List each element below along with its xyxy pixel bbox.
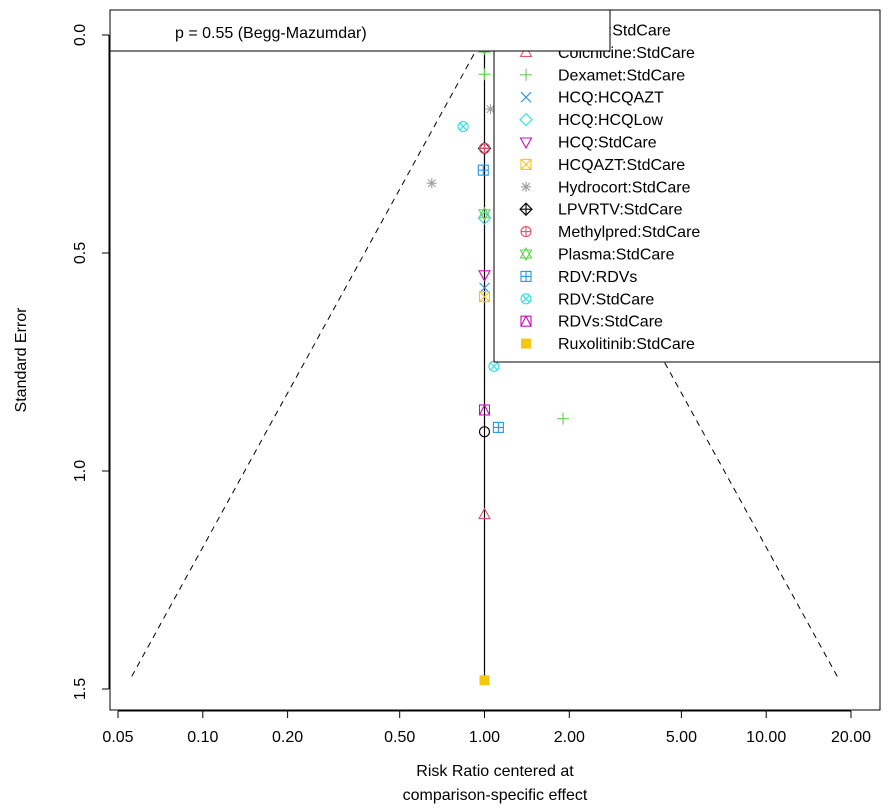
- symbol-polygon: [519, 112, 533, 127]
- symbol-square-filled: [521, 338, 531, 349]
- symbol-stroke: [486, 104, 495, 114]
- symbol-stroke: [520, 91, 532, 103]
- x-tick-label: 20.00: [831, 729, 871, 746]
- data-point-5-0: [478, 270, 491, 282]
- symbol-stroke: [522, 294, 530, 303]
- symbol-polygon: [519, 137, 533, 150]
- legend-symbol-8: [519, 202, 533, 216]
- legend-symbol-13: [520, 314, 532, 327]
- legend-label: Plasma:StdCare: [558, 247, 675, 264]
- legend-label: HCQ:StdCare: [558, 135, 657, 152]
- legend-label: Hydrocort:StdCare: [558, 179, 691, 196]
- legend-label: RDV:RDVs: [558, 269, 637, 286]
- x-tick-label: 1.00: [469, 729, 500, 746]
- symbol-circle: [520, 293, 532, 305]
- data-point-11-1: [492, 421, 504, 433]
- legend-symbol-9: [520, 226, 532, 238]
- symbol-square: [520, 158, 532, 170]
- symbol-stroke: [521, 182, 531, 191]
- x-tick-label: 0.50: [384, 729, 415, 746]
- legend-symbol-12: [520, 293, 532, 305]
- y-tick-label: 0.0: [72, 24, 89, 46]
- x-tick-label: 0.05: [102, 729, 133, 746]
- x-tick-label: 2.00: [554, 729, 585, 746]
- legend-label: Dexamet:StdCare: [558, 67, 685, 84]
- legend-symbol-5: [519, 137, 533, 150]
- symbol-stroke: [427, 179, 436, 188]
- legend-label: Methylpred:StdCare: [558, 224, 700, 241]
- data-points: [426, 40, 570, 686]
- data-point-12-1: [488, 360, 500, 372]
- symbol-square: [478, 291, 491, 303]
- y-tick-label: 1.0: [72, 460, 89, 482]
- legend-symbol-3: [520, 91, 532, 103]
- symbol-circle: [478, 426, 491, 438]
- legend-symbol-11: [520, 270, 532, 282]
- annotation-box: p = 0.55 (Begg-Mazumdar): [109, 9, 611, 52]
- legend-label: HCQ:HCQLow: [558, 112, 663, 129]
- data-point-9-0: [478, 142, 491, 154]
- y-tick-label: 0.5: [72, 242, 89, 264]
- legend-symbol-2: [520, 68, 532, 81]
- annotation-text: p = 0.55 (Begg-Mazumdar): [175, 25, 367, 42]
- data-point-15-0: [478, 426, 491, 438]
- symbol-polygon: [519, 249, 533, 262]
- legend-label: Ruxolitinib:StdCare: [558, 336, 695, 353]
- data-point-7-1: [485, 104, 496, 115]
- legend-symbol-14: [521, 338, 531, 349]
- x-tick-label: 10.00: [746, 729, 786, 746]
- data-point-13-0: [478, 403, 491, 416]
- data-point-14-0: [479, 675, 490, 686]
- symbol-stroke: [479, 291, 490, 302]
- legend-label: LPVRTV:StdCare: [558, 202, 683, 219]
- data-point-10-0: [478, 206, 491, 221]
- symbol-stroke: [520, 314, 532, 327]
- x-axis-title-line-1: Risk Ratio centered at: [416, 763, 574, 780]
- data-point-12-0: [457, 121, 469, 133]
- funnel-left-line: [129, 34, 485, 681]
- symbol-stroke: [479, 403, 490, 416]
- data-point-11-0: [477, 164, 489, 176]
- legend-label: HCQAZT:StdCare: [558, 157, 685, 174]
- legend-label: RDV:StdCare: [558, 291, 654, 308]
- data-point-2-0: [478, 68, 491, 81]
- data-point-1-0: [478, 507, 491, 520]
- legend-symbol-6: [520, 158, 532, 170]
- annotation-frame: [109, 9, 611, 52]
- symbol-stroke: [520, 159, 532, 170]
- symbol-square-filled: [479, 675, 490, 686]
- legend-symbol-4: [519, 112, 533, 127]
- legend-label: RDVs:StdCare: [558, 314, 663, 331]
- axes: 0.05 0.10 0.20 0.50 1.00 2.00 5.00 10.00 20.00 0.…: [13, 9, 881, 804]
- x-tick-label: 5.00: [666, 729, 697, 746]
- legend-label: HCQ:HCQAZT: [558, 90, 664, 107]
- legend-symbol-7: [521, 181, 531, 192]
- data-point-6-0: [478, 291, 491, 303]
- data-point-2-1: [557, 412, 570, 425]
- x-tick-label: 0.10: [187, 729, 218, 746]
- data-point-7-0: [426, 178, 437, 189]
- symbol-stroke: [490, 362, 498, 371]
- symbol-polygon: [478, 270, 491, 282]
- x-tick-label: 0.20: [272, 729, 303, 746]
- legend-symbol-10: [519, 246, 533, 262]
- legend: Azithra:StdCareColchicine:StdCareDexamet…: [493, 9, 881, 363]
- symbol-polygon: [478, 206, 491, 219]
- symbol-circle: [457, 121, 469, 133]
- legend-box: [493, 9, 881, 363]
- y-axis-title: Standard Error: [13, 307, 30, 413]
- symbol-stroke: [459, 122, 468, 131]
- symbol-polygon: [478, 209, 491, 221]
- x-axis-title-line-2: comparison-specific effect: [403, 787, 588, 804]
- y-tick-label: 1.5: [72, 678, 89, 700]
- symbol-polygon: [519, 246, 533, 259]
- symbol-polygon: [478, 507, 491, 520]
